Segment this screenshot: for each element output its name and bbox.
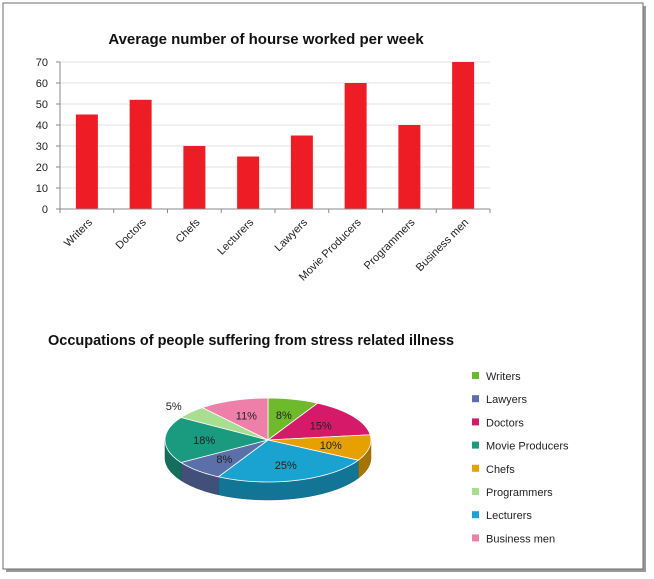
pie-slice-writers — [267, 397, 319, 441]
pie-slice-lawyers — [180, 439, 269, 478]
pie-percent-label: 5% — [166, 401, 182, 413]
legend-swatch-lawyers — [472, 395, 479, 403]
bar-programmers — [398, 125, 421, 209]
legend-label: Doctors — [486, 417, 524, 429]
bar-chart-title: Average number of hourse worked per week — [108, 31, 424, 48]
legend-label: Chefs — [486, 464, 515, 476]
pie-slice-chefs — [267, 434, 372, 461]
pie-percent-label: 10% — [320, 440, 342, 452]
legend-label: Programmers — [486, 487, 553, 499]
pie-percent-label: 15% — [310, 420, 332, 432]
pie-slice-business-men — [201, 397, 269, 441]
legend-label: Lawyers — [486, 394, 527, 406]
pie-percent-label: 18% — [193, 435, 215, 447]
bar-y-tick-label: 50 — [36, 99, 48, 111]
pie-slices — [164, 397, 372, 483]
legend-label: Writers — [486, 371, 521, 383]
legend-label: Business men — [486, 533, 555, 545]
legend-swatch-programmers — [472, 488, 479, 495]
pie-slice-doctors — [266, 402, 371, 441]
bar-business-men — [452, 62, 475, 209]
legend-swatch-lecturers — [472, 511, 479, 519]
legend-swatch-writers — [472, 372, 479, 379]
legend-label: Lecturers — [486, 510, 532, 522]
bar-chefs — [183, 146, 206, 209]
pie-slice-movie-producers — [164, 417, 270, 463]
bar-y-tick-label: 0 — [42, 204, 48, 216]
bar-y-tick-label: 70 — [36, 57, 48, 69]
pie-3d-sides — [164, 439, 372, 501]
legend-label: Movie Producers — [486, 441, 569, 453]
bar-y-tick-label: 20 — [36, 162, 48, 174]
pie-percent-label: 11% — [236, 410, 257, 422]
bar-lawyers — [290, 135, 313, 209]
bar-y-tick-label: 40 — [36, 120, 48, 132]
pie-percent-labels: 8%15%10%25%8%18%5%11% — [166, 401, 342, 472]
pie-chart: Occupations of people suffering from str… — [48, 333, 569, 545]
pie-slice-lecturers — [217, 439, 360, 483]
pie-slice-programmers — [180, 407, 269, 441]
pie-percent-label: 8% — [216, 454, 232, 466]
pie-percent-label: 25% — [275, 460, 297, 472]
legend-swatch-doctors — [472, 418, 479, 426]
bar-lecturers — [237, 156, 260, 209]
legend-swatch-business-men — [472, 534, 479, 542]
bar-y-tick-label: 30 — [36, 141, 48, 153]
bar-movie-producers — [344, 83, 367, 209]
legend-swatch-movie-producers — [472, 441, 479, 449]
pie-chart-title: Occupations of people suffering from str… — [48, 333, 454, 349]
bar-doctors — [129, 99, 152, 209]
bar-axes — [59, 62, 491, 213]
bar-series — [75, 62, 475, 209]
pie-legend: Writers Lawyers Doctors Movie Producers Chef… — [472, 371, 569, 545]
bar-y-tick-label: 10 — [36, 183, 48, 195]
bar-writers — [75, 114, 98, 209]
bar-y-tick-label: 60 — [36, 78, 48, 90]
pie-percent-label: 8% — [276, 410, 292, 422]
legend-swatch-chefs — [472, 464, 479, 472]
bar-y-tick-labels: 0 10 20 30 40 50 60 70 — [36, 57, 48, 216]
